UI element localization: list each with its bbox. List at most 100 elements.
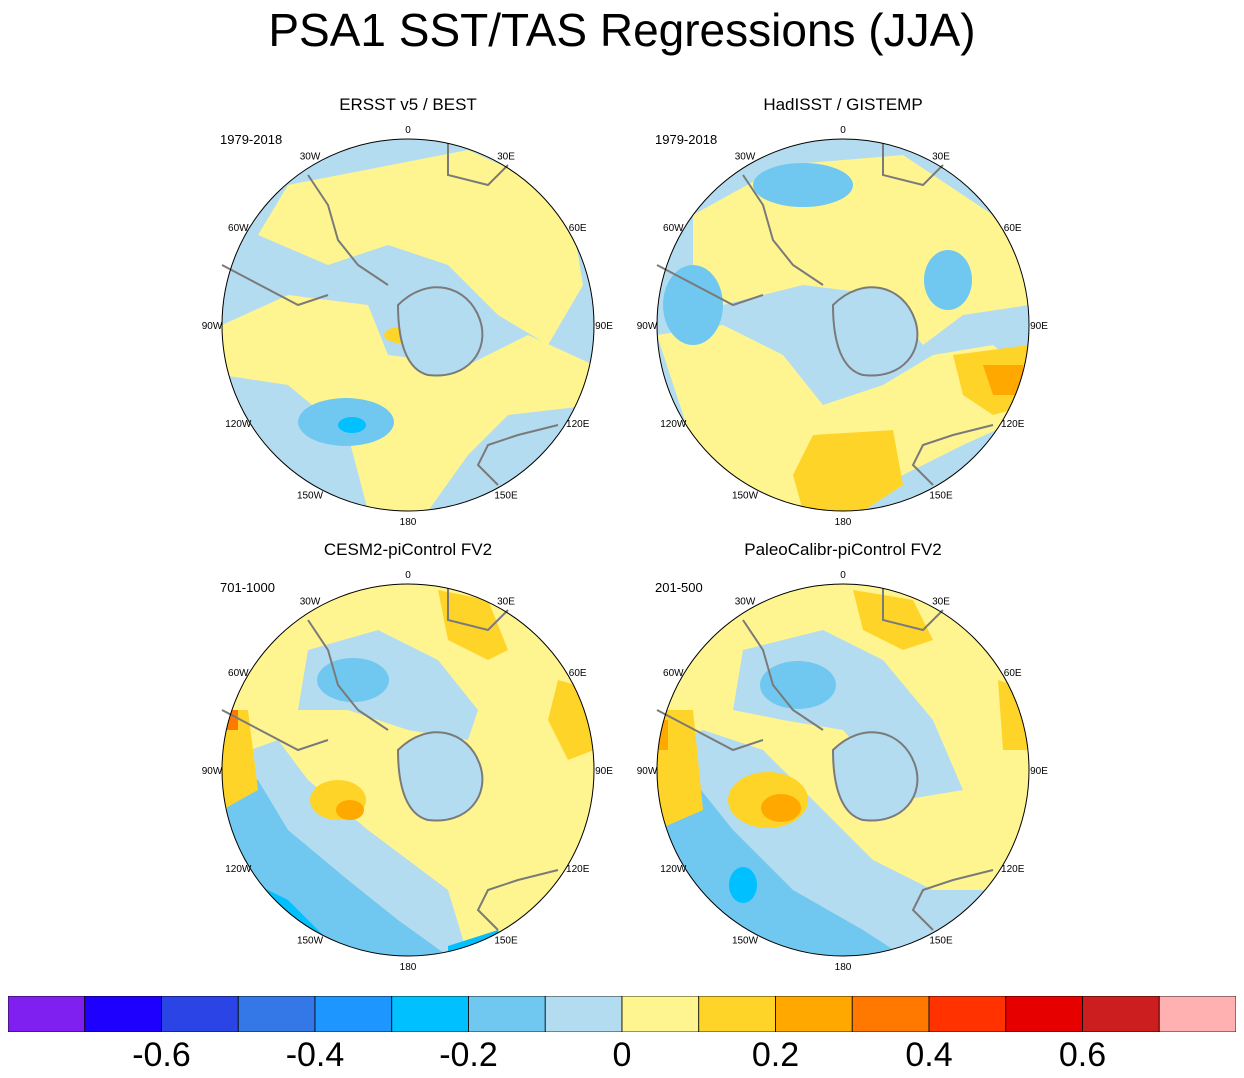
colorbar-box bbox=[84, 996, 162, 1032]
main-title: PSA1 SST/TAS Regressions (JJA) bbox=[268, 4, 976, 56]
cool-anomaly-region bbox=[338, 417, 366, 433]
colorbar-box bbox=[544, 996, 623, 1032]
longitude-label: 120W bbox=[225, 419, 252, 430]
cool-anomaly-region bbox=[663, 265, 723, 345]
longitude-label: 60E bbox=[1004, 668, 1022, 679]
map-border bbox=[221, 138, 595, 512]
longitude-label: 30E bbox=[932, 151, 950, 162]
colorbar-box bbox=[928, 996, 1007, 1032]
longitude-label: 150E bbox=[929, 936, 953, 947]
warm-anomaly-region bbox=[657, 325, 1029, 511]
coastlines bbox=[221, 588, 559, 931]
longitude-labels: 0 30E 60E 90E 120E 150E 180 150W 120W 90W 60W 30W bbox=[202, 570, 614, 973]
cool-anomaly-region bbox=[924, 250, 972, 310]
panel-title: ERSST v5 / BEST bbox=[339, 95, 477, 114]
longitude-label: 30W bbox=[300, 151, 321, 162]
map-border bbox=[656, 138, 1030, 512]
colorbar-box bbox=[775, 996, 853, 1032]
panel-title: PaleoCalibr-piControl FV2 bbox=[744, 540, 942, 559]
panel-title: CESM2-piControl FV2 bbox=[323, 540, 493, 559]
cool-anomaly-region bbox=[760, 661, 836, 709]
longitude-label: 0 bbox=[405, 570, 411, 581]
warm-anomaly-region bbox=[222, 295, 594, 511]
longitude-label: 150W bbox=[732, 491, 759, 502]
warm-anomaly-region bbox=[998, 680, 1029, 750]
colorbar-label: 0.4 bbox=[905, 1036, 953, 1074]
longitude-label: 180 bbox=[835, 962, 852, 973]
colorbar-box bbox=[621, 996, 700, 1032]
polar-map: 0 30E 60E 90E 120E 150E 180 150W 120W 90W 60W 30W bbox=[637, 125, 1049, 528]
longitude-labels: 0 30E 60E 90E 120E 150E 180 150W 120W 90W 60W 30W bbox=[202, 125, 614, 528]
coastlines bbox=[656, 588, 994, 931]
colorbar-box bbox=[698, 996, 776, 1032]
polar-map: 0 30E 60E 90E 120E 150E 180 150W 120W 90W 60W 30W bbox=[202, 570, 614, 973]
panel-cesm2-picontrol: CESM2-piControl FV2 701-1000 0 30E 60 bbox=[198, 540, 618, 973]
longitude-label: 90E bbox=[1030, 766, 1048, 777]
panel-paleocalibr-picontrol: PaleoCalibr-piControl FV2 201-500 0 bbox=[633, 540, 1053, 973]
longitude-label: 120E bbox=[566, 419, 590, 430]
longitude-label: 60W bbox=[663, 223, 684, 234]
longitude-label: 150E bbox=[494, 491, 518, 502]
panel-hadisst-gistemp: HadISST / GISTEMP 1979-2018 0 30E 60E 90E 12… bbox=[633, 95, 1053, 528]
longitude-labels: 0 30E 60E 90E 120E 150E 180 150W 120W 90W 60W 30W bbox=[637, 125, 1049, 528]
colorbar-label: 0.2 bbox=[751, 1036, 800, 1074]
colorbar-box bbox=[237, 996, 316, 1032]
warm-anomaly-region bbox=[657, 710, 703, 830]
longitude-label: 30E bbox=[497, 151, 515, 162]
longitude-label: 60W bbox=[228, 223, 249, 234]
longitude-label: 180 bbox=[835, 517, 852, 528]
longitude-label: 180 bbox=[400, 962, 417, 973]
warm-anomaly-region bbox=[983, 365, 1023, 395]
longitude-label: 30E bbox=[497, 596, 515, 607]
longitude-label: 90W bbox=[637, 766, 658, 777]
cool-anomaly-region bbox=[317, 658, 389, 702]
colorbar bbox=[8, 996, 1236, 1032]
colorbar-box bbox=[1005, 996, 1083, 1032]
colorbar-label: -0.6 bbox=[132, 1036, 191, 1074]
coastlines bbox=[221, 143, 559, 486]
colorbar-box bbox=[8, 996, 86, 1032]
colorbar-box bbox=[314, 996, 393, 1032]
panel-ersst-best: ERSST v5 / BEST 1979-2018 0 30E 60E 90E 120E… bbox=[198, 95, 618, 528]
warm-anomaly-region bbox=[853, 590, 933, 650]
longitude-labels: 0 30E 60E 90E 120E 150E 180 150W 120W 90W 60W 30W bbox=[637, 570, 1049, 973]
warm-anomaly-region bbox=[793, 430, 903, 511]
longitude-label: 30E bbox=[932, 596, 950, 607]
colorbar-box bbox=[1082, 996, 1160, 1032]
colorbar-box bbox=[1158, 996, 1236, 1032]
longitude-label: 30W bbox=[735, 596, 756, 607]
panel-period: 1979-2018 bbox=[655, 132, 718, 147]
longitude-label: 90W bbox=[202, 321, 223, 332]
map-border bbox=[656, 583, 1030, 957]
polar-map: 0 30E 60E 90E 120E 150E 180 150W 120W 90W 60W 30W bbox=[202, 125, 614, 528]
longitude-label: 150W bbox=[297, 491, 324, 502]
map-border bbox=[221, 583, 595, 957]
longitude-label: 120E bbox=[566, 864, 590, 875]
longitude-label: 0 bbox=[405, 125, 411, 136]
longitude-label: 0 bbox=[840, 570, 846, 581]
colorbar-label: -0.4 bbox=[285, 1036, 345, 1074]
coastlines bbox=[656, 143, 994, 486]
panel-period: 1979-2018 bbox=[220, 132, 283, 147]
longitude-label: 60E bbox=[569, 223, 587, 234]
panel-period: 201-500 bbox=[655, 580, 703, 595]
longitude-label: 120W bbox=[225, 864, 252, 875]
colorbar-boxes bbox=[8, 996, 1236, 1032]
longitude-label: 120E bbox=[1001, 419, 1025, 430]
longitude-label: 30W bbox=[735, 151, 756, 162]
panel-title: HadISST / GISTEMP bbox=[763, 95, 923, 114]
longitude-label: 120W bbox=[660, 864, 687, 875]
longitude-label: 60W bbox=[663, 668, 684, 679]
cool-anomaly-region bbox=[753, 163, 853, 207]
longitude-label: 120W bbox=[660, 419, 687, 430]
longitude-label: 90E bbox=[595, 766, 613, 777]
panel-period: 701-1000 bbox=[220, 580, 275, 595]
longitude-label: 30W bbox=[300, 596, 321, 607]
colorbar-box bbox=[391, 996, 469, 1032]
longitude-label: 90E bbox=[595, 321, 613, 332]
warm-anomaly-region bbox=[336, 800, 364, 820]
longitude-label: 60W bbox=[228, 668, 249, 679]
longitude-label: 180 bbox=[400, 517, 417, 528]
colorbar-box bbox=[468, 996, 546, 1032]
colorbar-box bbox=[851, 996, 930, 1032]
